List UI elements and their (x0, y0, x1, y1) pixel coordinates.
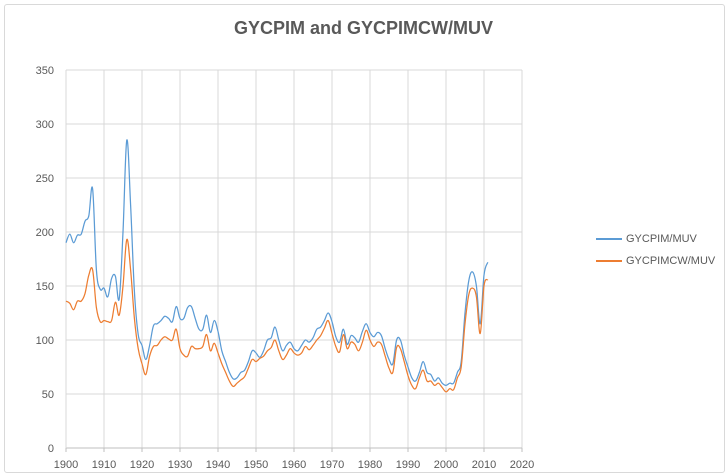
x-tick-label: 1930 (168, 459, 192, 471)
series-line-gycpim (65, 139, 489, 386)
y-tick-label: 350 (36, 65, 54, 77)
legend-swatch-gycpimcw (596, 260, 622, 262)
x-tick-label: 1950 (244, 459, 268, 471)
y-axis-ticks: 0 50 100 150 200 250 300 350 (36, 65, 54, 455)
x-tick-label: 1990 (396, 459, 420, 471)
series-lines (65, 139, 489, 393)
y-tick-label: 150 (36, 281, 54, 293)
legend-label-gycpim: GYCPIM/MUV (626, 233, 697, 245)
y-tick-label: 0 (48, 443, 54, 455)
x-tick-label: 1980 (358, 459, 382, 471)
x-tick-label: 1900 (54, 459, 78, 471)
x-axis-ticks: 1900 1910 1920 1930 1940 1950 1960 1970 1980 1990… (54, 459, 534, 471)
x-tick-label: 2010 (472, 459, 496, 471)
x-tick-label: 2020 (510, 459, 534, 471)
x-tick-label: 1910 (92, 459, 116, 471)
gridlines (66, 69, 523, 448)
y-tick-label: 250 (36, 173, 54, 185)
x-tick-label: 1970 (320, 459, 344, 471)
legend-label-gycpimcw: GYCPIMCW/MUV (626, 255, 716, 267)
x-tick-label: 1940 (206, 459, 230, 471)
legend-item-gycpim: GYCPIM/MUV (596, 228, 715, 250)
y-tick-label: 200 (36, 227, 54, 239)
y-tick-label: 300 (36, 119, 54, 131)
x-tick-label: 1960 (282, 459, 306, 471)
x-tick-label: 1920 (130, 459, 154, 471)
legend: GYCPIM/MUV GYCPIMCW/MUV (596, 228, 715, 272)
chart-title: GYCPIM and GYCPIMCW/MUV (233, 18, 493, 38)
legend-item-gycpimcw: GYCPIMCW/MUV (596, 250, 715, 272)
series-line-gycpimcw (65, 238, 489, 393)
y-tick-label: 100 (36, 335, 54, 347)
axes (65, 70, 523, 452)
y-tick-label: 50 (42, 389, 54, 401)
legend-swatch-gycpim (596, 238, 622, 240)
x-tick-label: 2000 (434, 459, 458, 471)
